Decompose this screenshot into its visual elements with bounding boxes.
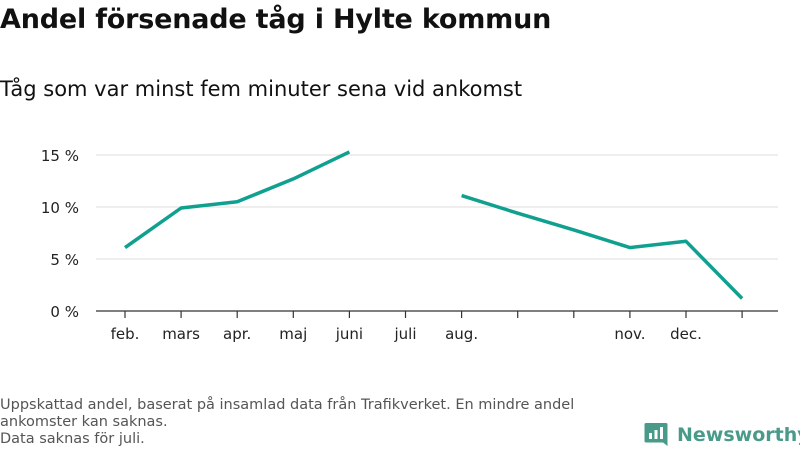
footnote-line: ankomster kan saknas. <box>0 414 168 430</box>
footnote: Uppskattad andel, baserat på insamlad da… <box>0 397 630 448</box>
x-tick-label: juli <box>393 325 416 343</box>
x-tick-label: mars <box>162 325 200 343</box>
series-line-segment <box>461 193 744 300</box>
y-tick-label: 10 % <box>41 199 79 217</box>
x-tick-label: juni <box>335 325 363 343</box>
chart-subtitle: Tåg som var minst fem minuter sena vid a… <box>0 77 523 101</box>
x-tick-label: maj <box>279 325 307 343</box>
y-tick-label: 0 % <box>50 303 79 321</box>
x-tick-label: feb. <box>111 325 140 343</box>
x-tick-label: apr. <box>223 325 251 343</box>
bar-chart-logo-icon <box>644 423 668 446</box>
footnote-line: Data saknas för juli. <box>0 431 145 447</box>
chart-title: Andel försenade tåg i Hylte kommun <box>0 4 552 35</box>
series-line-segment <box>123 150 351 250</box>
x-tick-label: aug. <box>445 325 478 343</box>
y-tick-label: 15 % <box>41 147 79 165</box>
footnote-line: Uppskattad andel, baserat på insamlad da… <box>0 397 575 413</box>
x-tick-label: dec. <box>670 325 702 343</box>
y-tick-label: 5 % <box>50 251 79 269</box>
line-chart: 0 % 5 % 10 % 15 % feb. mars apr. maj juni juli aug… <box>41 147 778 343</box>
brand-name: Newsworthy <box>677 424 800 446</box>
newsworthy-logo: Newsworthy <box>644 421 800 449</box>
x-tick-label: nov. <box>614 325 645 343</box>
